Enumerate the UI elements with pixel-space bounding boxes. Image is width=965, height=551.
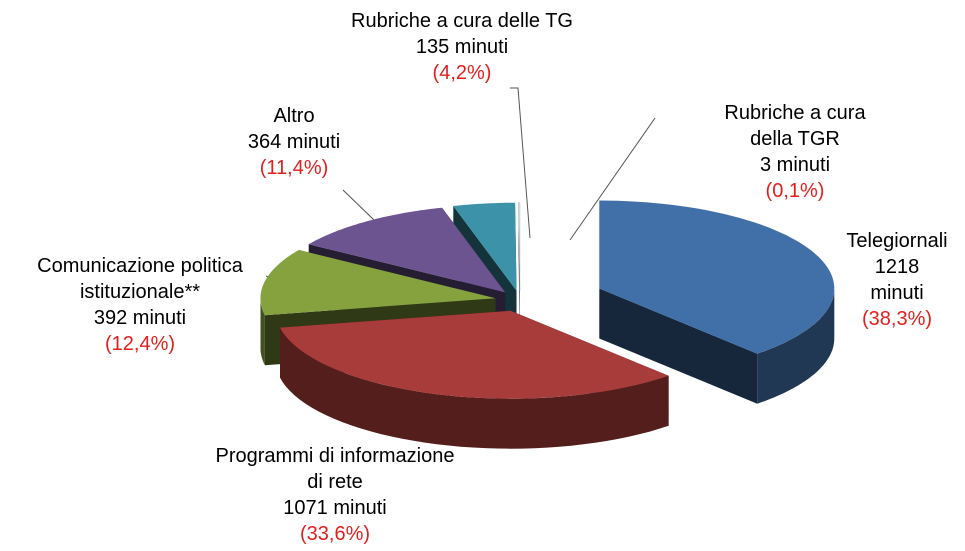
- percentage-label: (0,1%): [765, 180, 825, 202]
- value-label: 135 minuti: [415, 36, 509, 58]
- value-label: 1218 minuti: [870, 256, 924, 304]
- slice-side: [280, 327, 669, 449]
- slice: [260, 250, 496, 316]
- slice-side: [757, 288, 835, 404]
- slice-label: Programmi di informazione di rete 1071 mi…: [216, 443, 455, 547]
- value-label: 392 minuti: [93, 307, 187, 329]
- value-label: 3 minuti: [759, 154, 831, 176]
- percentage-label: (38,3%): [861, 308, 933, 330]
- slice-label: Comunicazione politica istituzionale** 39…: [37, 253, 243, 357]
- category-label: Comunicazione politica istituzionale**: [37, 255, 243, 303]
- category-label: Telegiornali: [846, 230, 948, 252]
- leader-line: [569, 117, 656, 241]
- slice-label: Rubriche a cura della TGR 3 minuti (0,1%): [710, 100, 880, 204]
- category-label: Rubriche a cura delle TG: [351, 10, 573, 32]
- slice-label: Altro 364 minuti (11,4%): [248, 103, 340, 181]
- percentage-label: (33,6%): [299, 523, 371, 545]
- category-label: Altro: [273, 105, 315, 127]
- slice-side: [260, 298, 265, 366]
- value-label: 364 minuti: [247, 131, 341, 153]
- percentage-label: (4,2%): [432, 62, 492, 84]
- slice-label: Rubriche a cura delle TG 135 minuti (4,2%): [351, 8, 573, 86]
- slice: [518, 202, 521, 291]
- category-label: Rubriche a cura della TGR: [724, 102, 866, 150]
- percentage-label: (11,4%): [259, 157, 329, 179]
- category-label: Programmi di informazione di rete: [215, 445, 455, 493]
- slice: [280, 310, 669, 399]
- percentage-label: (12,4%): [104, 333, 176, 355]
- value-label: 1071 minuti: [283, 497, 387, 519]
- slice: [308, 207, 506, 293]
- leader-line: [510, 87, 531, 239]
- slice: [599, 200, 835, 354]
- slice-cut-face: [599, 288, 758, 404]
- slice-label: Telegiornali 1218 minuti (38,3%): [846, 228, 947, 332]
- slice: [453, 202, 517, 291]
